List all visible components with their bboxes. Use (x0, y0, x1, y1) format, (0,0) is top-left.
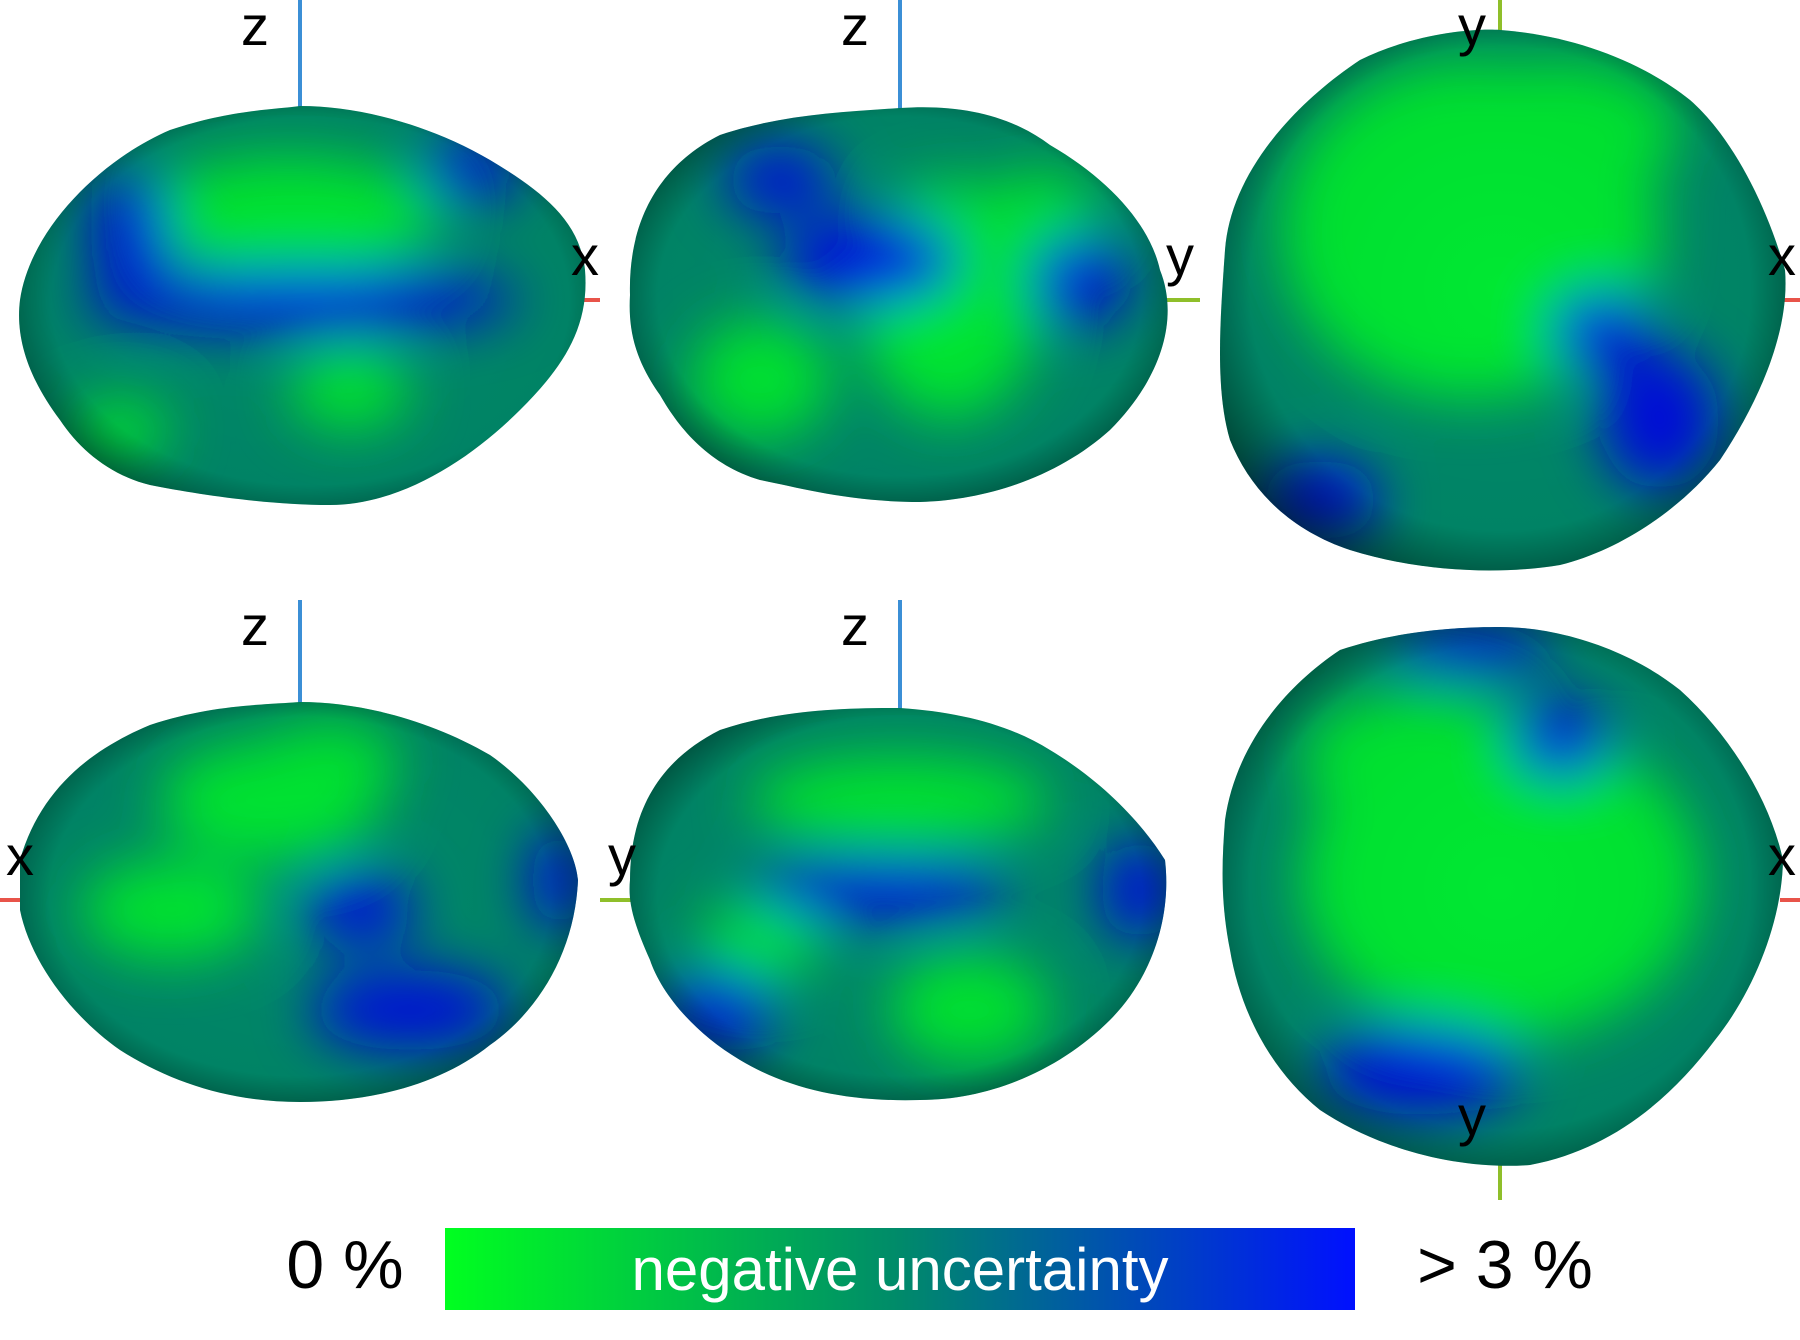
view-5-shape: z y (600, 594, 1167, 1101)
legend-colorbar (445, 1228, 1355, 1310)
view-6-horizontal-axis-label: x (1768, 824, 1796, 887)
view-3-horizontal-axis-label: x (1768, 224, 1796, 287)
view-3-vertical-axis-label: y (1458, 0, 1486, 57)
view-6-vertical-axis-label: y (1458, 1084, 1486, 1147)
view-1-vertical-axis-label: z (241, 0, 269, 57)
view-2-vertical-axis-label: z (841, 0, 869, 57)
view-1-horizontal-axis-label: x (571, 224, 599, 287)
color-legend: 0 % negative uncertainty > 3 % (286, 1227, 1593, 1310)
view-5-horizontal-axis-label: y (608, 824, 636, 887)
view-4-horizontal-axis-label: x (6, 824, 34, 887)
view-1-shape: z x (19, 0, 600, 505)
view-2-horizontal-axis-label: y (1166, 224, 1194, 287)
legend-max-label: > 3 % (1417, 1227, 1593, 1303)
view-4-vertical-axis-label: z (241, 594, 269, 657)
legend-min-label: 0 % (286, 1227, 403, 1303)
legend-title: negative uncertainty (631, 1236, 1168, 1303)
view-2-shape: z y (629, 0, 1200, 503)
view-6-shape: x y (1222, 627, 1800, 1200)
view-5-vertical-axis-label: z (841, 594, 869, 657)
view-4-shape: z x (0, 594, 578, 1102)
view-3-shape: y x (1220, 0, 1800, 571)
